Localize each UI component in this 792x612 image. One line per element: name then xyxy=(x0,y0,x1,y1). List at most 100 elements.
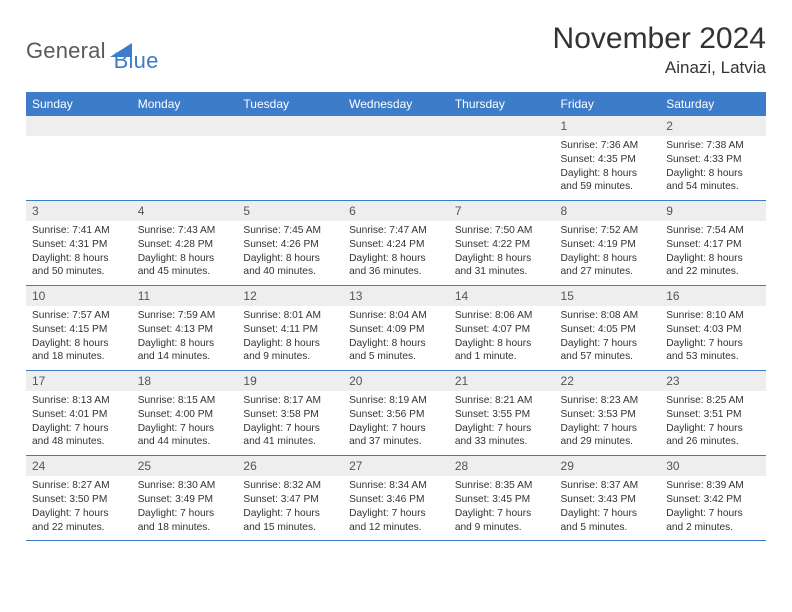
cell-daylight1: Daylight: 7 hours xyxy=(455,422,549,436)
cell-sunset: Sunset: 4:31 PM xyxy=(32,238,126,252)
brand-logo: General Blue xyxy=(26,22,159,74)
cell-daylight1: Daylight: 8 hours xyxy=(138,337,232,351)
cell-daylight2: and 57 minutes. xyxy=(561,350,655,364)
cell-sunset: Sunset: 4:24 PM xyxy=(349,238,443,252)
day-cell: Sunrise: 8:32 AMSunset: 3:47 PMDaylight:… xyxy=(237,476,343,541)
day-number: 20 xyxy=(343,371,449,392)
cell-daylight1: Daylight: 8 hours xyxy=(455,252,549,266)
day-number: 16 xyxy=(660,286,766,307)
cell-sunrise: Sunrise: 8:01 AM xyxy=(243,309,337,323)
cell-daylight2: and 14 minutes. xyxy=(138,350,232,364)
cell-daylight1: Daylight: 7 hours xyxy=(138,422,232,436)
month-title: November 2024 xyxy=(553,22,766,56)
weekday-header: Wednesday xyxy=(343,92,449,116)
day-cell: Sunrise: 7:52 AMSunset: 4:19 PMDaylight:… xyxy=(555,221,661,286)
week-row: Sunrise: 8:13 AMSunset: 4:01 PMDaylight:… xyxy=(26,391,766,456)
cell-daylight1: Daylight: 7 hours xyxy=(561,337,655,351)
cell-sunrise: Sunrise: 7:45 AM xyxy=(243,224,337,238)
day-cell: Sunrise: 8:04 AMSunset: 4:09 PMDaylight:… xyxy=(343,306,449,371)
cell-daylight2: and 29 minutes. xyxy=(561,435,655,449)
week-row: Sunrise: 8:27 AMSunset: 3:50 PMDaylight:… xyxy=(26,476,766,541)
day-number: 29 xyxy=(555,456,661,477)
day-number: 2 xyxy=(660,116,766,136)
day-cell: Sunrise: 8:19 AMSunset: 3:56 PMDaylight:… xyxy=(343,391,449,456)
day-number: 18 xyxy=(132,371,238,392)
day-cell xyxy=(237,136,343,201)
cell-daylight1: Daylight: 7 hours xyxy=(561,507,655,521)
cell-daylight1: Daylight: 8 hours xyxy=(138,252,232,266)
daynum-row: 3456789 xyxy=(26,201,766,222)
day-number: 23 xyxy=(660,371,766,392)
cell-daylight2: and 41 minutes. xyxy=(243,435,337,449)
day-cell xyxy=(132,136,238,201)
cell-sunset: Sunset: 4:33 PM xyxy=(666,153,760,167)
calendar-table: Sunday Monday Tuesday Wednesday Thursday… xyxy=(26,92,766,541)
cell-sunrise: Sunrise: 8:25 AM xyxy=(666,394,760,408)
day-number xyxy=(449,116,555,136)
cell-daylight2: and 54 minutes. xyxy=(666,180,760,194)
cell-sunrise: Sunrise: 8:10 AM xyxy=(666,309,760,323)
day-number xyxy=(26,116,132,136)
day-number: 25 xyxy=(132,456,238,477)
day-cell: Sunrise: 8:37 AMSunset: 3:43 PMDaylight:… xyxy=(555,476,661,541)
day-cell: Sunrise: 8:01 AMSunset: 4:11 PMDaylight:… xyxy=(237,306,343,371)
cell-sunrise: Sunrise: 8:23 AM xyxy=(561,394,655,408)
day-number xyxy=(237,116,343,136)
cell-sunset: Sunset: 4:05 PM xyxy=(561,323,655,337)
weekday-header: Tuesday xyxy=(237,92,343,116)
cell-sunrise: Sunrise: 8:17 AM xyxy=(243,394,337,408)
day-cell: Sunrise: 8:17 AMSunset: 3:58 PMDaylight:… xyxy=(237,391,343,456)
daynum-row: 12 xyxy=(26,116,766,136)
cell-sunrise: Sunrise: 8:06 AM xyxy=(455,309,549,323)
day-cell: Sunrise: 8:23 AMSunset: 3:53 PMDaylight:… xyxy=(555,391,661,456)
cell-sunset: Sunset: 3:53 PM xyxy=(561,408,655,422)
cell-sunrise: Sunrise: 8:37 AM xyxy=(561,479,655,493)
day-cell: Sunrise: 8:21 AMSunset: 3:55 PMDaylight:… xyxy=(449,391,555,456)
day-cell xyxy=(343,136,449,201)
day-cell: Sunrise: 8:08 AMSunset: 4:05 PMDaylight:… xyxy=(555,306,661,371)
cell-sunrise: Sunrise: 7:41 AM xyxy=(32,224,126,238)
day-number: 9 xyxy=(660,201,766,222)
cell-daylight2: and 26 minutes. xyxy=(666,435,760,449)
brand-part2: Blue xyxy=(114,48,159,74)
cell-daylight2: and 9 minutes. xyxy=(455,521,549,535)
week-row: Sunrise: 7:57 AMSunset: 4:15 PMDaylight:… xyxy=(26,306,766,371)
day-number: 11 xyxy=(132,286,238,307)
day-number: 12 xyxy=(237,286,343,307)
cell-sunrise: Sunrise: 8:39 AM xyxy=(666,479,760,493)
cell-sunset: Sunset: 3:43 PM xyxy=(561,493,655,507)
cell-sunrise: Sunrise: 8:15 AM xyxy=(138,394,232,408)
day-number: 1 xyxy=(555,116,661,136)
cell-daylight1: Daylight: 8 hours xyxy=(561,252,655,266)
daynum-row: 24252627282930 xyxy=(26,456,766,477)
cell-sunrise: Sunrise: 8:35 AM xyxy=(455,479,549,493)
weekday-header: Friday xyxy=(555,92,661,116)
cell-sunrise: Sunrise: 7:57 AM xyxy=(32,309,126,323)
cell-daylight2: and 44 minutes. xyxy=(138,435,232,449)
day-cell: Sunrise: 7:38 AMSunset: 4:33 PMDaylight:… xyxy=(660,136,766,201)
day-cell: Sunrise: 8:35 AMSunset: 3:45 PMDaylight:… xyxy=(449,476,555,541)
title-block: November 2024 Ainazi, Latvia xyxy=(553,22,766,78)
weekday-header: Sunday xyxy=(26,92,132,116)
cell-daylight2: and 5 minutes. xyxy=(561,521,655,535)
day-number xyxy=(132,116,238,136)
cell-daylight2: and 2 minutes. xyxy=(666,521,760,535)
cell-daylight1: Daylight: 7 hours xyxy=(243,422,337,436)
cell-daylight1: Daylight: 8 hours xyxy=(243,252,337,266)
cell-sunset: Sunset: 4:13 PM xyxy=(138,323,232,337)
day-number: 4 xyxy=(132,201,238,222)
cell-sunrise: Sunrise: 8:19 AM xyxy=(349,394,443,408)
cell-daylight1: Daylight: 7 hours xyxy=(138,507,232,521)
weekday-header: Monday xyxy=(132,92,238,116)
cell-daylight1: Daylight: 8 hours xyxy=(666,252,760,266)
cell-sunset: Sunset: 4:00 PM xyxy=(138,408,232,422)
cell-sunrise: Sunrise: 8:32 AM xyxy=(243,479,337,493)
day-number xyxy=(343,116,449,136)
day-cell: Sunrise: 8:34 AMSunset: 3:46 PMDaylight:… xyxy=(343,476,449,541)
cell-daylight1: Daylight: 8 hours xyxy=(349,337,443,351)
cell-daylight2: and 48 minutes. xyxy=(32,435,126,449)
cell-sunrise: Sunrise: 8:13 AM xyxy=(32,394,126,408)
cell-daylight2: and 27 minutes. xyxy=(561,265,655,279)
day-cell: Sunrise: 8:13 AMSunset: 4:01 PMDaylight:… xyxy=(26,391,132,456)
day-number: 30 xyxy=(660,456,766,477)
